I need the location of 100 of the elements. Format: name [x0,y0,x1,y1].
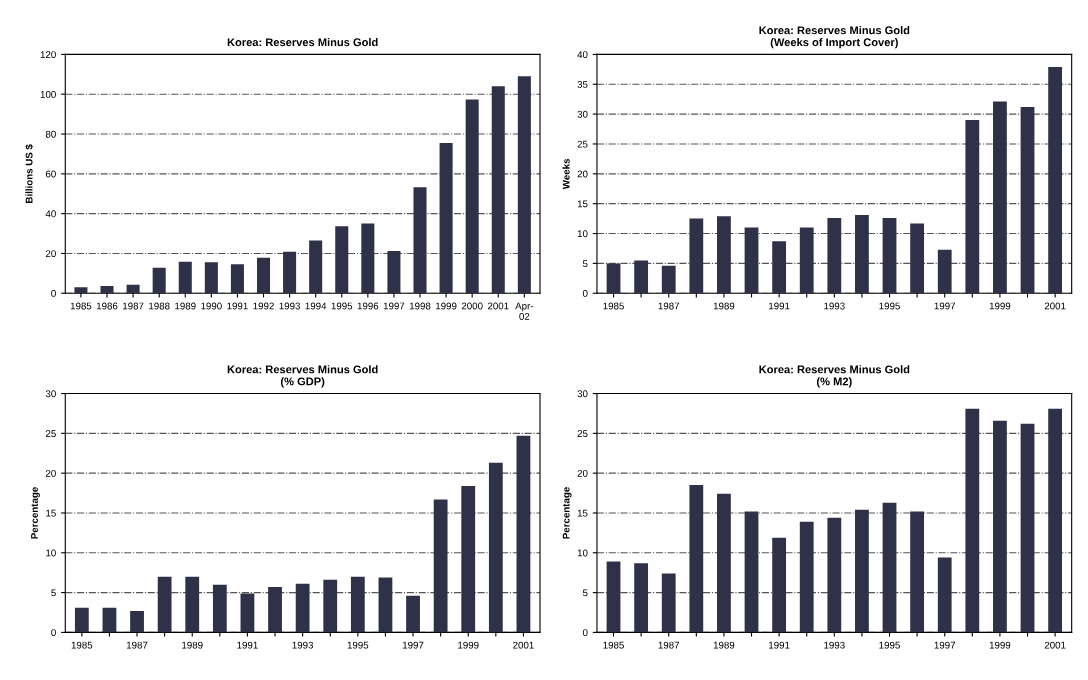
x-tick-label: 2001 [513,641,534,649]
y-tick-label: 25 [577,430,588,437]
bar [517,76,531,294]
chart-title: Korea: Reserves Minus Gold (% GDP) [227,365,378,388]
bar [1048,66,1063,294]
y-tick-label: 10 [577,230,588,238]
bar [491,86,505,294]
bar [965,408,980,633]
bar [1048,408,1063,633]
bar [827,218,842,294]
y-tick-label: 100 [40,90,56,98]
y-tick-label: 35 [577,80,588,88]
bar [993,420,1007,633]
x-tick-label: 1998 [409,302,431,310]
y-tick-label: 0 [582,629,588,637]
x-tick-label: 1987 [658,641,680,649]
x-tick-label: 1993 [279,302,300,310]
bar [461,485,476,633]
bar [283,251,297,294]
bar [309,240,323,294]
x-tick-label: 1999 [989,302,1011,310]
y-tick-label: 0 [51,289,56,297]
chart-title: Korea: Reserves Minus Gold [227,38,378,47]
x-tick-label: 1989 [713,302,735,310]
y-tick-label: 30 [577,390,588,398]
bar [689,485,704,633]
y-tick-label: 0 [51,629,56,637]
x-tick-label: 2001 [487,302,509,310]
bar [634,260,649,294]
x-tick-label: 1985 [603,641,624,649]
x-tick-label: 1986 [96,302,118,310]
x-tick-label: 1995 [331,302,353,310]
y-axis-title: Percentage [562,487,572,539]
bar [240,593,255,633]
x-tick-label: 1997 [934,302,956,310]
bar [965,120,980,294]
y-tick-label: 25 [577,140,588,148]
x-tick-label: 1993 [292,641,314,649]
bar [100,285,114,294]
x-tick-label: 1995 [347,641,369,649]
y-tick-label: 15 [46,509,56,517]
bar [910,511,925,633]
x-tick-label: 1988 [149,302,170,310]
x-tick-label: 1995 [879,641,900,649]
bar [212,584,227,633]
bar [387,251,401,294]
bar [799,521,814,633]
bar [130,610,144,633]
x-tick-label: 1985 [603,302,624,310]
bar [295,583,310,633]
x-tick-label: 1991 [769,302,790,310]
y-axis-title: Percentage [31,487,40,539]
x-tick-label: 1987 [658,302,680,310]
bar [855,215,869,294]
bar [378,577,393,633]
x-tick-label: 1985 [71,641,93,649]
y-tick-label: 0 [582,289,588,297]
chart-title: Korea: Reserves Minus Gold (Weeks of Import Cover) [759,26,910,49]
bar [126,284,140,294]
bar [433,499,448,633]
x-tick-label: 1993 [824,641,845,649]
x-tick-label: 1999 [458,641,479,649]
bar [204,262,218,294]
bar [882,502,897,633]
bar [185,576,200,633]
y-tick-label: 20 [45,469,56,477]
bar [406,595,420,633]
bar [799,227,814,294]
x-tick-label: 1991 [237,641,258,649]
bar [910,223,925,294]
x-tick-label: 1992 [253,302,274,310]
y-tick-label: 30 [577,110,588,118]
y-tick-label: 80 [45,130,56,138]
bar [256,257,271,294]
bar [1020,106,1035,294]
bar [937,249,952,294]
bar [350,576,365,633]
y-tick-label: 5 [582,589,588,597]
bar [230,264,244,294]
x-tick-label: 1997 [383,302,405,310]
bar [993,101,1007,294]
bar [178,261,192,294]
bar [827,517,842,633]
bar [488,462,503,633]
bar [882,218,897,294]
x-tick-label: 1993 [824,302,845,310]
x-tick-label: 1999 [989,641,1011,649]
y-tick-label: 10 [46,549,56,557]
x-tick-label: 1985 [70,302,92,310]
chart-title: Korea: Reserves Minus Gold (% M2) [759,365,910,388]
bar [772,537,787,633]
bar [744,227,759,294]
bar [74,607,89,633]
bar [1020,423,1035,633]
bar [606,561,621,633]
bar [152,267,166,294]
x-tick-label: 1991 [227,302,248,310]
y-tick-label: 40 [45,210,56,218]
y-tick-label: 15 [577,200,588,208]
x-tick-label: 1989 [182,641,203,649]
